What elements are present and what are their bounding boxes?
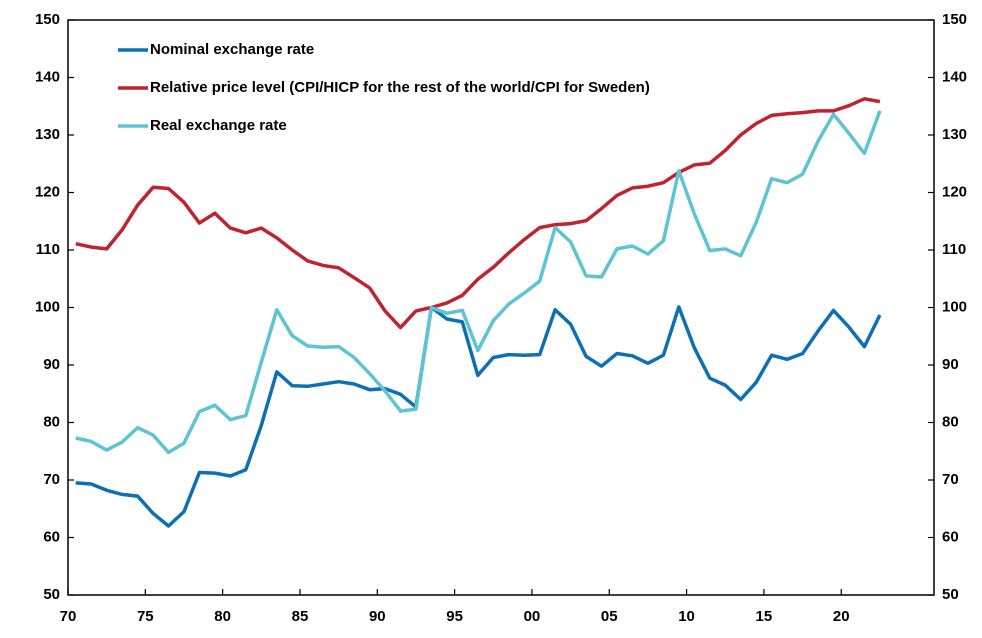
y-tick-label: 120	[35, 183, 60, 200]
y-tick-label: 150	[35, 11, 60, 28]
x-tick-label: 85	[292, 608, 309, 625]
x-tick-label: 75	[137, 608, 154, 625]
x-tick-label: 70	[60, 608, 77, 625]
x-tick-label: 80	[214, 608, 231, 625]
y-tick-label: 110	[36, 241, 60, 258]
y2-tick-label: 110	[942, 241, 966, 258]
y-tick-label: 50	[43, 586, 60, 603]
y2-tick-label: 60	[942, 528, 959, 545]
y2-tick-label: 150	[942, 11, 967, 28]
y-tick-label: 100	[35, 298, 60, 315]
y2-tick-label: 130	[942, 126, 967, 143]
legend-label: Real exchange rate	[150, 117, 287, 134]
legend-label: Relative price level (CPI/HICP for the r…	[150, 79, 650, 96]
legend-label: Nominal exchange rate	[150, 41, 314, 58]
y-tick-label: 70	[43, 471, 60, 488]
x-tick-label: 00	[524, 608, 541, 625]
x-tick-label: 05	[601, 608, 618, 625]
x-tick-label: 10	[678, 608, 695, 625]
y2-tick-label: 70	[942, 471, 959, 488]
y-tick-label: 130	[35, 126, 60, 143]
series-line	[75, 305, 882, 528]
series-line	[75, 110, 882, 455]
y2-tick-label: 120	[942, 183, 967, 200]
y2-tick-label: 50	[942, 586, 959, 603]
x-tick-label: 20	[833, 608, 850, 625]
plot-frame	[67, 19, 935, 596]
y2-tick-label: 90	[942, 356, 959, 373]
y2-tick-label: 140	[942, 68, 967, 85]
x-tick-label: 95	[446, 608, 463, 625]
series-line	[75, 97, 881, 330]
y-tick-label: 90	[43, 356, 60, 373]
x-tick-label: 90	[369, 608, 386, 625]
y-tick-label: 140	[35, 68, 60, 85]
y-tick-label: 80	[43, 413, 60, 430]
y2-tick-label: 80	[942, 413, 959, 430]
y-tick-label: 60	[43, 528, 60, 545]
x-tick-label: 15	[756, 608, 773, 625]
y2-tick-label: 100	[942, 298, 967, 315]
